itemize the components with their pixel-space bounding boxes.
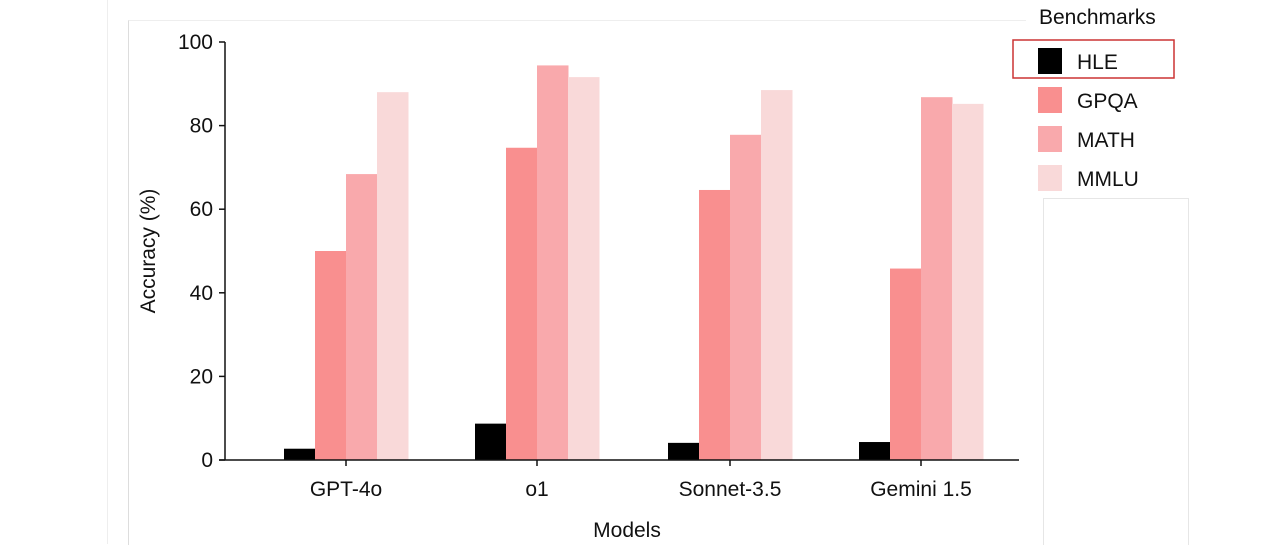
x-axis: GPT-4o o1 Sonnet-3.5 Gemini 1.5 <box>219 459 1019 501</box>
bar-mmlu <box>568 77 600 460</box>
y-axis: 0 20 40 60 80 100 <box>178 31 226 472</box>
bar-mmlu <box>377 92 409 460</box>
legend-title: Benchmarks <box>1039 6 1156 29</box>
legend-highlight-box <box>1012 39 1175 79</box>
bar-hle <box>475 423 507 460</box>
legend-swatch-mmlu <box>1038 165 1062 191</box>
bar-hle <box>859 442 891 460</box>
bar-gpqa <box>506 147 538 460</box>
y-tick-label: 80 <box>190 115 213 138</box>
side-panel <box>1043 198 1189 545</box>
bar-hle <box>284 448 316 460</box>
x-tick-label: Sonnet-3.5 <box>679 478 782 501</box>
plot-panel-border <box>128 20 1026 545</box>
legend-swatch-math <box>1038 126 1062 152</box>
outer-left-border <box>107 0 108 544</box>
y-axis-label: Accuracy (%) <box>137 189 160 314</box>
bar-gpqa <box>315 251 347 460</box>
legend-label-math: MATH <box>1077 129 1135 152</box>
legend: Benchmarks HLE GPQA MATH MMLU <box>1012 6 1175 191</box>
bars <box>284 65 984 461</box>
bar-math <box>537 65 569 461</box>
y-tick-label: 20 <box>190 365 213 388</box>
legend-swatch-gpqa <box>1038 87 1062 113</box>
bar-math <box>730 134 762 460</box>
bar-math <box>346 174 378 460</box>
bar-mmlu <box>761 90 793 460</box>
legend-label-hle: HLE <box>1077 51 1118 74</box>
y-tick-label: 60 <box>190 198 213 221</box>
x-tick-label: GPT-4o <box>310 478 382 501</box>
legend-label-mmlu: MMLU <box>1077 168 1139 191</box>
y-tick-label: 0 <box>201 449 213 472</box>
y-tick-label: 40 <box>190 282 213 305</box>
bar-gpqa <box>699 189 731 461</box>
legend-label-gpqa: GPQA <box>1077 90 1138 113</box>
x-tick-label: o1 <box>525 478 548 501</box>
y-tick-label: 100 <box>178 31 213 54</box>
x-axis-label: Models <box>593 519 661 542</box>
bar-hle <box>668 442 700 460</box>
x-tick-label: Gemini 1.5 <box>870 478 972 501</box>
bar-gpqa <box>890 268 922 460</box>
bar-mmlu <box>952 103 984 460</box>
legend-swatch-hle <box>1038 48 1062 74</box>
bar-math <box>921 97 953 461</box>
